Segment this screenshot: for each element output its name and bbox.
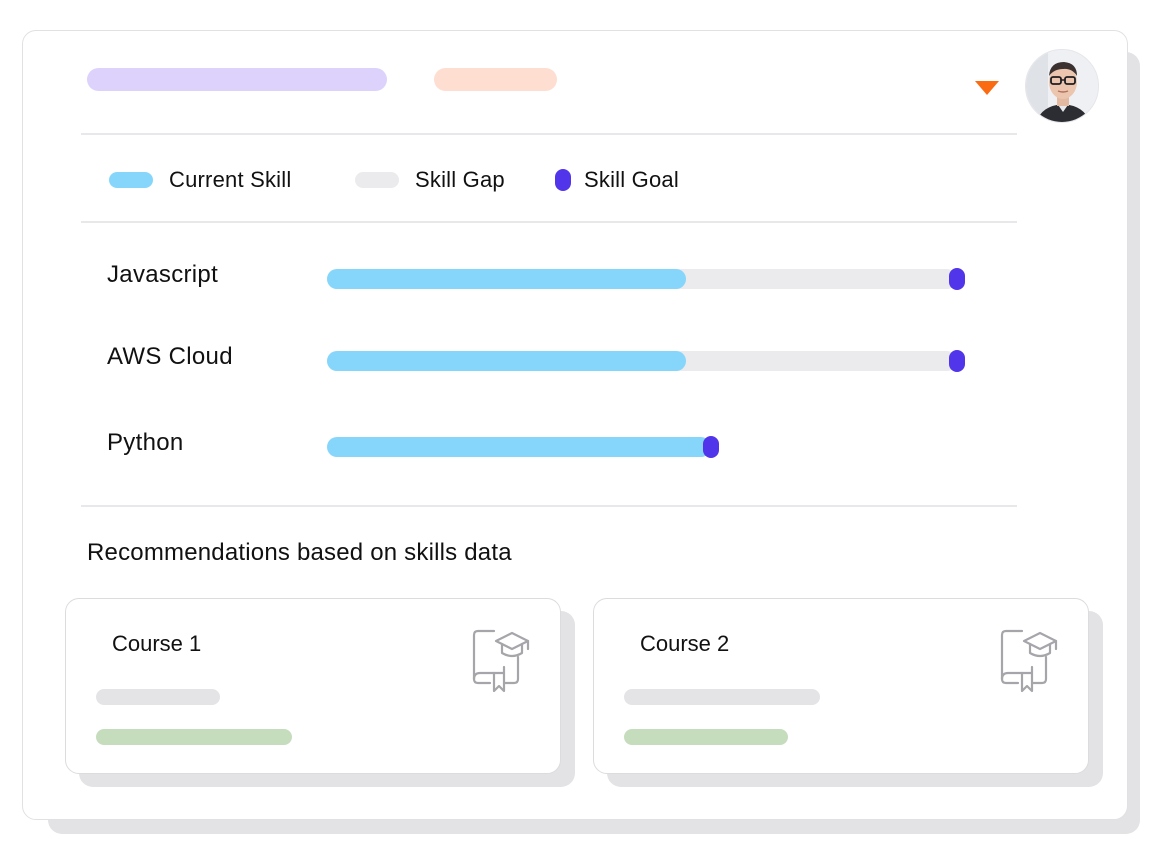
course-meta-placeholder [624, 689, 820, 705]
current-skill-bar [327, 437, 712, 457]
skills-panel: Current Skill Skill Gap Skill Goal Javas… [22, 30, 1128, 820]
title-placeholder [87, 68, 387, 91]
skill-gap-bar [327, 268, 965, 290]
skill-track [327, 436, 957, 458]
caret-down-icon[interactable] [975, 81, 999, 95]
skill-gap-swatch [355, 172, 399, 188]
course-meta-placeholder [96, 689, 220, 705]
legend-label-current: Current Skill [169, 167, 292, 192]
certificate-graduation-icon [1000, 629, 1058, 693]
skill-goal-swatch [555, 169, 571, 191]
skill-row-javascript: Javascript [107, 257, 1007, 297]
skill-row-aws-cloud: AWS Cloud [107, 339, 1007, 379]
course-progress-placeholder [96, 729, 292, 745]
legend-item-current: Current Skill [109, 165, 291, 195]
skill-goal-marker [949, 350, 965, 372]
avatar-icon [1026, 50, 1098, 122]
header-divider [81, 133, 1017, 135]
legend-item-goal: Skill Goal [555, 165, 679, 195]
certificate-graduation-icon [472, 629, 530, 693]
skill-gap-bar [327, 350, 965, 372]
skill-label: Python [107, 429, 184, 456]
course-card-2[interactable]: Course 2 [593, 598, 1089, 774]
skills-divider [81, 505, 1017, 507]
tag-placeholder [434, 68, 557, 91]
legend-item-gap: Skill Gap [355, 165, 505, 195]
course-title: Course 1 [112, 631, 202, 656]
course-progress-placeholder [624, 729, 788, 745]
current-skill-bar [327, 269, 687, 289]
skill-row-python: Python [107, 425, 1007, 465]
current-skill-bar [327, 351, 687, 371]
legend-label-gap: Skill Gap [415, 167, 505, 192]
legend-divider [81, 221, 1017, 223]
recommendations-title: Recommendations based on skills data [87, 539, 512, 566]
course-title: Course 2 [640, 631, 730, 656]
skill-label: AWS Cloud [107, 343, 233, 370]
course-card-1[interactable]: Course 1 [65, 598, 561, 774]
skill-label: Javascript [107, 261, 219, 288]
user-avatar[interactable] [1025, 49, 1099, 123]
skill-goal-marker [949, 268, 965, 290]
current-skill-swatch [109, 172, 153, 188]
skill-goal-marker [703, 436, 720, 458]
legend-label-goal: Skill Goal [584, 167, 679, 192]
